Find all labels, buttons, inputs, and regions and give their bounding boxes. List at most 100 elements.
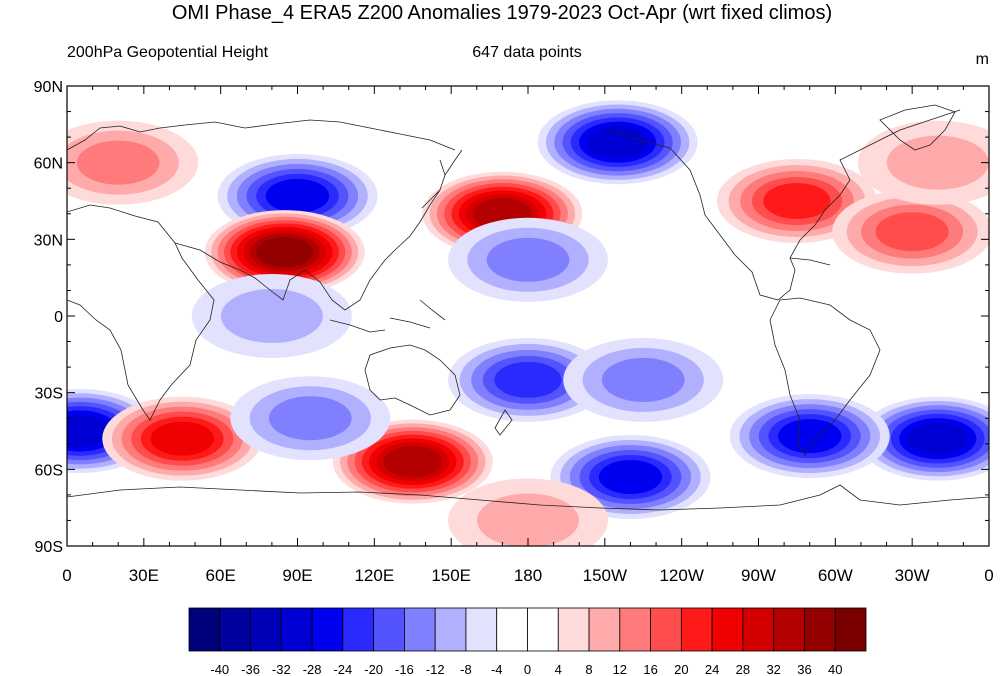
contour-level <box>477 493 579 546</box>
colorbar-label: -12 <box>426 662 445 676</box>
anomaly-center <box>448 337 608 422</box>
latitude-labels: 90N 60N 30N 0 30S 60S 90S <box>34 79 63 556</box>
colorbar-box <box>373 607 405 652</box>
lon-label: 0 <box>62 566 71 585</box>
colorbar-label: -20 <box>364 662 383 676</box>
anomaly-center <box>102 396 263 481</box>
contour-level <box>220 289 323 343</box>
lat-label: 30S <box>35 386 63 403</box>
colorbar-box <box>496 607 528 652</box>
colorbar-box <box>773 607 805 652</box>
colorbar-box <box>188 607 221 652</box>
colorbar-labels: -40 -36 -32 -28 -24 -20 -16 -12 -8 -4 0 4 8 12 16 20 24 2… <box>210 662 842 676</box>
colorbar-label: -16 <box>395 662 414 676</box>
lon-label: 0 <box>984 566 993 585</box>
contour-level <box>907 422 969 455</box>
anomaly-center <box>448 217 608 302</box>
lat-label: 0 <box>54 309 63 326</box>
anomaly-center <box>563 337 724 422</box>
coastline-new-zealand <box>494 409 513 436</box>
contour-level <box>383 445 442 478</box>
lon-label: 90E <box>282 566 312 585</box>
lon-label: 30E <box>129 566 159 585</box>
colorbar-box <box>557 607 590 652</box>
anomaly-center <box>204 210 365 295</box>
contour-level <box>587 125 648 159</box>
contour-level <box>601 357 685 402</box>
colorbar-label: -40 <box>210 662 229 676</box>
lat-label: 30N <box>34 232 63 249</box>
colorbar-label: -36 <box>241 662 260 676</box>
contour-level <box>486 237 570 282</box>
colorbar-box <box>834 607 867 652</box>
anomaly-field <box>67 86 989 546</box>
colorbar-label: -24 <box>333 662 352 676</box>
colorbar-label: 24 <box>705 662 719 676</box>
colorbar-box <box>404 607 436 652</box>
contour-level <box>67 414 111 448</box>
colorbar <box>188 607 867 652</box>
lon-label: 90W <box>741 566 776 585</box>
coastline-japan <box>421 149 463 209</box>
coastline-eurasia-north <box>67 119 456 151</box>
contour-level <box>763 183 831 219</box>
contour-level <box>265 178 330 213</box>
colorbar-label: 4 <box>555 662 562 676</box>
contour-level <box>76 140 160 185</box>
colorbar-box <box>527 607 559 652</box>
coastline-caribbean <box>789 257 831 266</box>
colorbar-box <box>619 607 651 652</box>
contour-level <box>494 361 562 398</box>
lon-label: 150E <box>431 566 471 585</box>
anomaly-center <box>832 189 989 274</box>
units-label: m <box>976 51 989 68</box>
colorbar-box <box>465 607 498 652</box>
colorbar-box <box>804 607 836 652</box>
colorbar-label: 8 <box>585 662 592 676</box>
colorbar-label: 16 <box>643 662 657 676</box>
colorbar-label: -32 <box>272 662 291 676</box>
anomaly-center <box>67 120 199 205</box>
center-string: 647 data points <box>472 44 581 61</box>
contour-level <box>268 396 352 441</box>
lon-label: 120W <box>659 566 703 585</box>
anomaly-center <box>857 120 989 205</box>
lat-label: 90N <box>34 79 63 96</box>
figure-title: OMI Phase_4 ERA5 Z200 Anomalies 1979-202… <box>172 2 832 24</box>
anomaly-center <box>857 396 989 481</box>
coastline-south-america <box>769 297 881 456</box>
lon-label: 180 <box>514 566 542 585</box>
colorbar-box <box>588 607 621 652</box>
contour-level <box>598 460 663 494</box>
coastlines <box>67 104 989 511</box>
colorbar-label: 32 <box>766 662 780 676</box>
colorbar-box <box>742 607 775 652</box>
colorbar-label: 12 <box>613 662 627 676</box>
anomaly-center <box>716 159 877 243</box>
colorbar-box <box>342 607 375 652</box>
colorbar-box <box>311 607 344 652</box>
colorbar-label: 0 <box>524 662 531 676</box>
contour-level <box>778 419 842 454</box>
coastline-antarctica <box>67 484 989 511</box>
colorbar-label: -4 <box>491 662 503 676</box>
coastline-africa <box>67 204 215 421</box>
anomaly-center <box>537 100 698 185</box>
contour-level <box>256 236 314 268</box>
colorbar-label: -8 <box>460 662 472 676</box>
axis-ticks <box>66 85 990 547</box>
colorbar-label: -28 <box>303 662 322 676</box>
lon-label: 60W <box>818 566 853 585</box>
colorbar-box <box>650 607 682 652</box>
lat-label: 60N <box>34 156 63 173</box>
colorbar-box <box>280 607 313 652</box>
lat-label: 90S <box>35 539 63 556</box>
lon-label: 120E <box>354 566 394 585</box>
anomaly-center <box>729 394 890 479</box>
left-string: 200hPa Geopotential Height <box>67 44 269 61</box>
coastline-asia-south <box>174 159 446 311</box>
lon-label: 30W <box>895 566 930 585</box>
contour-level <box>886 135 989 190</box>
colorbar-box <box>711 607 744 652</box>
